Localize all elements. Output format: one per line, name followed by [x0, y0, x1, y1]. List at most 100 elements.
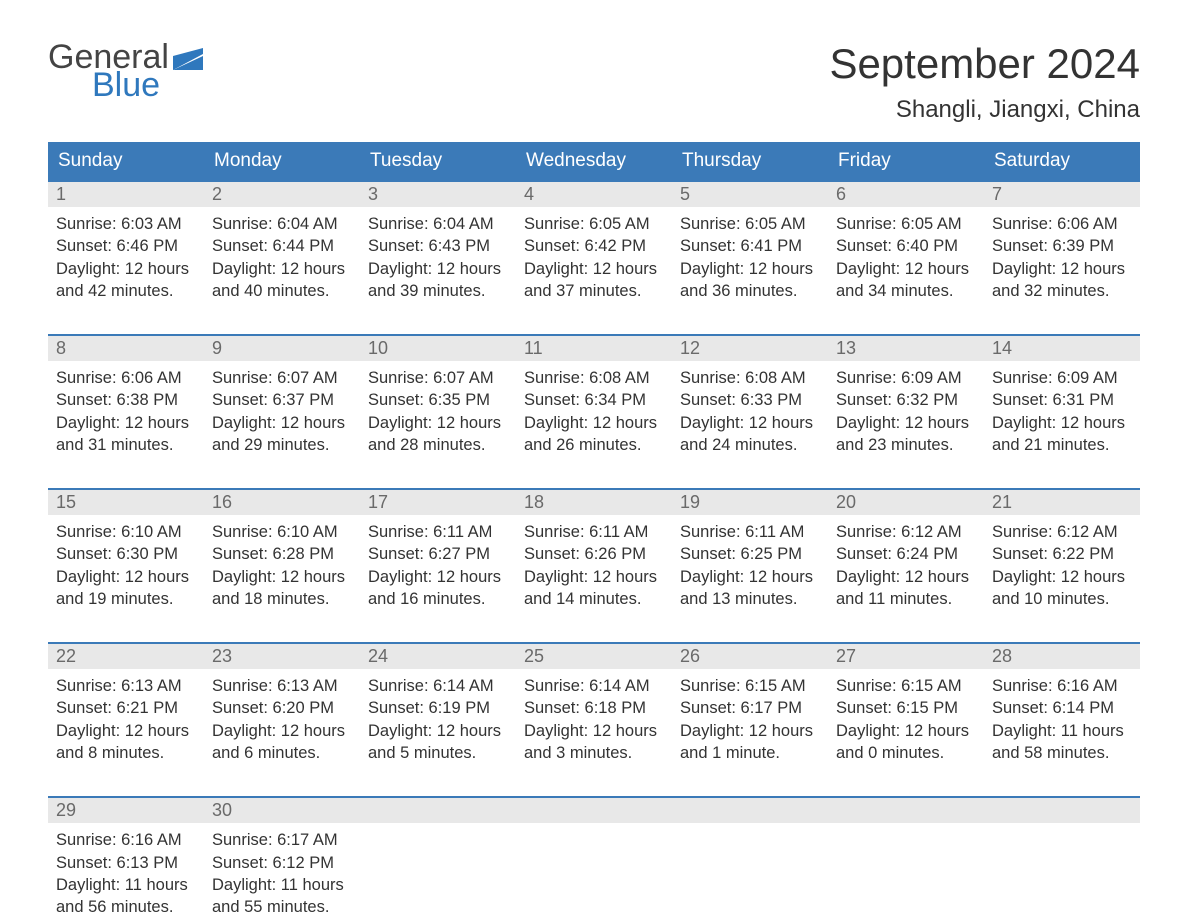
sunset-text: Sunset: 6:42 PM: [524, 235, 664, 257]
day-number-bar: 17: [360, 490, 516, 515]
day-cell: 28Sunrise: 6:16 AMSunset: 6:14 PMDayligh…: [984, 644, 1140, 768]
day-number-bar: 18: [516, 490, 672, 515]
sunset-text: Sunset: 6:12 PM: [212, 852, 352, 874]
day-body: Sunrise: 6:06 AMSunset: 6:38 PMDaylight:…: [48, 361, 204, 460]
day-number: [524, 800, 529, 820]
day-cell: 7 Sunrise: 6:06 AMSunset: 6:39 PMDaylight…: [984, 182, 1140, 306]
day-body: Sunrise: 6:13 AMSunset: 6:20 PMDaylight:…: [204, 669, 360, 768]
daylight-line1: Daylight: 12 hours: [836, 412, 976, 434]
daylight-line2: and 21 minutes.: [992, 434, 1132, 456]
daylight-line2: and 37 minutes.: [524, 280, 664, 302]
daylight-line1: Daylight: 12 hours: [836, 566, 976, 588]
day-number-bar: 15: [48, 490, 204, 515]
sunrise-text: Sunrise: 6:07 AM: [212, 367, 352, 389]
day-number: 12: [680, 338, 700, 358]
daylight-line1: Daylight: 12 hours: [368, 258, 508, 280]
daylight-line2: and 40 minutes.: [212, 280, 352, 302]
day-number-bar: 6: [828, 182, 984, 207]
sunset-text: Sunset: 6:20 PM: [212, 697, 352, 719]
daylight-line2: and 58 minutes.: [992, 742, 1132, 764]
day-cell: 26Sunrise: 6:15 AMSunset: 6:17 PMDayligh…: [672, 644, 828, 768]
day-body: [360, 823, 516, 833]
day-number: 27: [836, 646, 856, 666]
daylight-line2: and 3 minutes.: [524, 742, 664, 764]
day-number-bar: 11: [516, 336, 672, 361]
sunset-text: Sunset: 6:19 PM: [368, 697, 508, 719]
daylight-line2: and 24 minutes.: [680, 434, 820, 456]
day-number-bar: [984, 798, 1140, 823]
day-number-bar: 12: [672, 336, 828, 361]
dow-wednesday: Wednesday: [516, 142, 672, 180]
day-number: 24: [368, 646, 388, 666]
dow-monday: Monday: [204, 142, 360, 180]
daylight-line2: and 6 minutes.: [212, 742, 352, 764]
day-number: 5: [680, 184, 690, 204]
location: Shangli, Jiangxi, China: [829, 96, 1140, 124]
day-number: 14: [992, 338, 1012, 358]
daylight-line1: Daylight: 11 hours: [212, 874, 352, 896]
day-number: 18: [524, 492, 544, 512]
sunset-text: Sunset: 6:37 PM: [212, 389, 352, 411]
day-cell: 16Sunrise: 6:10 AMSunset: 6:28 PMDayligh…: [204, 490, 360, 614]
day-body: Sunrise: 6:09 AMSunset: 6:32 PMDaylight:…: [828, 361, 984, 460]
day-number-bar: 2: [204, 182, 360, 207]
daylight-line2: and 23 minutes.: [836, 434, 976, 456]
daylight-line1: Daylight: 11 hours: [56, 874, 196, 896]
day-body: Sunrise: 6:16 AMSunset: 6:14 PMDaylight:…: [984, 669, 1140, 768]
day-cell: 20Sunrise: 6:12 AMSunset: 6:24 PMDayligh…: [828, 490, 984, 614]
header: General Blue September 2024 Shangli, Jia…: [48, 40, 1140, 124]
sunrise-text: Sunrise: 6:05 AM: [836, 213, 976, 235]
sunset-text: Sunset: 6:26 PM: [524, 543, 664, 565]
daylight-line1: Daylight: 12 hours: [992, 412, 1132, 434]
sunset-text: Sunset: 6:31 PM: [992, 389, 1132, 411]
day-number-bar: 29: [48, 798, 204, 823]
sunrise-text: Sunrise: 6:06 AM: [56, 367, 196, 389]
sunset-text: Sunset: 6:25 PM: [680, 543, 820, 565]
day-cell: 9Sunrise: 6:07 AMSunset: 6:37 PMDaylight…: [204, 336, 360, 460]
sunset-text: Sunset: 6:46 PM: [56, 235, 196, 257]
day-cell: 3Sunrise: 6:04 AMSunset: 6:43 PMDaylight…: [360, 182, 516, 306]
dow-thursday: Thursday: [672, 142, 828, 180]
day-number: 11: [524, 338, 543, 358]
sunset-text: Sunset: 6:13 PM: [56, 852, 196, 874]
sunset-text: Sunset: 6:39 PM: [992, 235, 1132, 257]
day-number: 2: [212, 184, 222, 204]
daylight-line1: Daylight: 12 hours: [212, 720, 352, 742]
daylight-line1: Daylight: 12 hours: [836, 720, 976, 742]
sunrise-text: Sunrise: 6:06 AM: [992, 213, 1132, 235]
sunrise-text: Sunrise: 6:11 AM: [368, 521, 508, 543]
day-number-bar: [828, 798, 984, 823]
sunset-text: Sunset: 6:40 PM: [836, 235, 976, 257]
sunset-text: Sunset: 6:43 PM: [368, 235, 508, 257]
sunset-text: Sunset: 6:22 PM: [992, 543, 1132, 565]
day-cell: [360, 798, 516, 922]
week-row: 8Sunrise: 6:06 AMSunset: 6:38 PMDaylight…: [48, 334, 1140, 460]
day-number: 7: [992, 184, 1002, 204]
day-number-bar: 21: [984, 490, 1140, 515]
day-cell: 23Sunrise: 6:13 AMSunset: 6:20 PMDayligh…: [204, 644, 360, 768]
day-body: Sunrise: 6:08 AMSunset: 6:33 PMDaylight:…: [672, 361, 828, 460]
sunset-text: Sunset: 6:27 PM: [368, 543, 508, 565]
sunrise-text: Sunrise: 6:12 AM: [992, 521, 1132, 543]
day-body: Sunrise: 6:13 AMSunset: 6:21 PMDaylight:…: [48, 669, 204, 768]
daylight-line2: and 28 minutes.: [368, 434, 508, 456]
day-body: Sunrise: 6:15 AMSunset: 6:17 PMDaylight:…: [672, 669, 828, 768]
daylight-line2: and 34 minutes.: [836, 280, 976, 302]
day-number-bar: 23: [204, 644, 360, 669]
daylight-line1: Daylight: 12 hours: [524, 720, 664, 742]
day-body: Sunrise: 6:10 AMSunset: 6:30 PMDaylight:…: [48, 515, 204, 614]
daylight-line1: Daylight: 12 hours: [524, 258, 664, 280]
sunrise-text: Sunrise: 6:17 AM: [212, 829, 352, 851]
daylight-line2: and 11 minutes.: [836, 588, 976, 610]
daylight-line1: Daylight: 12 hours: [524, 566, 664, 588]
day-body: Sunrise: 6:11 AMSunset: 6:27 PMDaylight:…: [360, 515, 516, 614]
day-number: [992, 800, 997, 820]
day-cell: 29Sunrise: 6:16 AMSunset: 6:13 PMDayligh…: [48, 798, 204, 922]
day-number: 19: [680, 492, 700, 512]
flag-icon: [173, 48, 203, 70]
sunrise-text: Sunrise: 6:08 AM: [524, 367, 664, 389]
daylight-line2: and 36 minutes.: [680, 280, 820, 302]
sunrise-text: Sunrise: 6:07 AM: [368, 367, 508, 389]
day-number: 10: [368, 338, 388, 358]
day-body: Sunrise: 6:06 AMSunset: 6:39 PMDaylight:…: [984, 207, 1140, 306]
